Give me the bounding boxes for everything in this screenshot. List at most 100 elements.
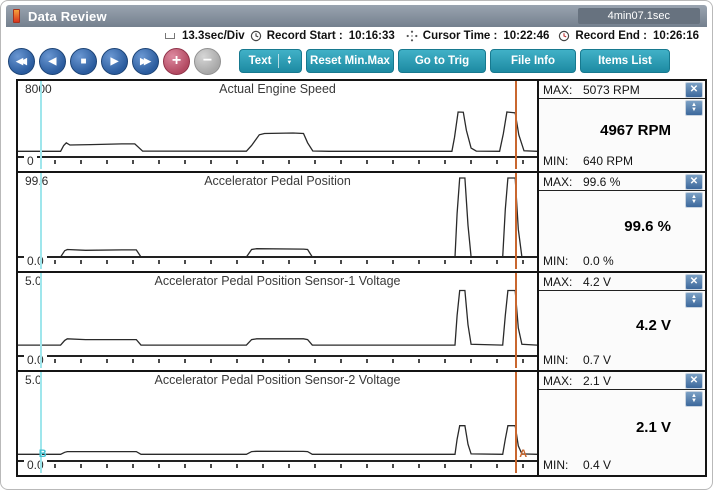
scale-max-label: 5.0	[25, 274, 42, 288]
scroll-up-icon: ▲	[691, 393, 697, 399]
record-end-label: Record End :	[575, 30, 647, 42]
record-start-value: 10:16:33	[348, 30, 395, 42]
min-label: MIN:	[543, 458, 569, 472]
sensor2-voltage-waveform	[18, 425, 537, 455]
info-bar: 13.3sec/Div Record Start : 10:16:33 Curs…	[6, 27, 707, 45]
max-value: 4.2 V	[583, 275, 612, 289]
rewind-button[interactable]: ◀◀	[8, 47, 35, 75]
axis-ticks	[28, 359, 535, 363]
cursor-a-line[interactable]	[515, 372, 518, 473]
scale-max-label: 5.0	[25, 373, 42, 387]
scale-min-label: 0.0	[24, 353, 47, 367]
scroll-up-icon: ▲	[691, 194, 697, 200]
max-value: 5073 RPM	[583, 83, 640, 97]
display-mode-label: Text	[248, 55, 272, 67]
display-mode-dropdown[interactable]: Text ▲ ▼	[239, 49, 302, 73]
play-icon: ▶	[110, 55, 119, 67]
min-label: MIN:	[543, 154, 569, 168]
zoom-in-button[interactable]: +	[163, 47, 190, 75]
zoom-out-button[interactable]: −	[194, 47, 221, 75]
time-per-div: 13.3sec/Div	[182, 30, 245, 42]
cursor-b-line[interactable]	[39, 273, 42, 368]
max-label: MAX:	[543, 374, 573, 388]
x-axis	[18, 355, 537, 357]
cursor-time-label: Cursor Time :	[422, 30, 498, 42]
reset-minmax-button[interactable]: Reset Min.Max	[306, 49, 394, 73]
waveform-plot-engine-speed[interactable]: 8000 Actual Engine Speed 0	[18, 81, 537, 173]
record-start-label: Record Start :	[266, 30, 343, 42]
scale-scroll-button[interactable]: ▲ ▼	[685, 192, 703, 208]
plots-column: 8000 Actual Engine Speed 0 99.6 Accelera…	[18, 81, 537, 475]
stop-button[interactable]: ■	[70, 47, 97, 75]
cursor-a-label: A	[519, 448, 528, 460]
clock-icon	[559, 30, 570, 42]
channel-title: Actual Engine Speed	[219, 82, 336, 96]
cursor-b-line[interactable]	[39, 372, 42, 473]
stop-icon: ■	[80, 55, 87, 67]
record-end-value: 10:26:16	[652, 30, 699, 42]
spinner-icon: ▲ ▼	[286, 55, 293, 66]
play-button[interactable]: ▶	[101, 47, 128, 75]
sensor1-voltage-waveform	[18, 289, 537, 346]
waveform-plot-sensor1-voltage[interactable]: 5.0 Accelerator Pedal Position Sensor-1 …	[18, 273, 537, 372]
value-panel-pedal-position: MAX: 99.6 % ✕ ▲ ▼ 99.6 % MIN: 0.0 %	[539, 173, 705, 273]
toolbar: ◀◀ ◀ ■ ▶ ▶▶ + − Text ▲ ▼ Reset Min.Max Go…	[6, 45, 707, 77]
scale-scroll-button[interactable]: ▲ ▼	[685, 100, 703, 116]
plus-icon: +	[171, 52, 182, 69]
axis-ticks	[28, 260, 535, 264]
channel-title: Accelerator Pedal Position Sensor-1 Volt…	[154, 274, 401, 288]
cursor-value: 2.1 V	[635, 419, 671, 436]
clock-icon	[250, 30, 261, 42]
engine-speed-waveform	[18, 111, 537, 152]
max-value: 99.6 %	[583, 175, 621, 189]
close-channel-button[interactable]: ✕	[685, 373, 703, 389]
close-icon: ✕	[689, 276, 699, 287]
cursor-a-line[interactable]	[515, 81, 518, 169]
cursor-crosshair-icon	[406, 30, 418, 42]
x-axis	[18, 460, 537, 462]
go-to-trig-button[interactable]: Go to Trig	[398, 49, 486, 73]
chart-area: 8000 Actual Engine Speed 0 99.6 Accelera…	[16, 79, 707, 477]
scroll-down-icon: ▼	[691, 398, 697, 404]
scale-min-label: 0.0	[24, 254, 47, 268]
scale-min-label: 0.0	[24, 458, 47, 472]
values-column: MAX: 5073 RPM ✕ ▲ ▼ 4967 RPM MIN: 640 RPM M…	[537, 81, 705, 475]
scroll-down-icon: ▼	[691, 199, 697, 205]
cursor-a-line[interactable]	[515, 273, 518, 368]
close-icon: ✕	[689, 375, 699, 386]
waveform-plot-pedal-position[interactable]: 99.6 Accelerator Pedal Position 0.0	[18, 173, 537, 273]
close-icon: ✕	[689, 176, 699, 187]
items-list-button[interactable]: Items List	[580, 49, 670, 73]
min-value: 0.4 V	[583, 458, 612, 472]
fast-forward-button[interactable]: ▶▶	[132, 47, 159, 75]
title-bar: Data Review 4min07.1sec	[6, 5, 707, 27]
cursor-b-label: B	[38, 448, 47, 460]
waveform-plot-sensor2-voltage[interactable]: 5.0 Accelerator Pedal Position Sensor-2 …	[18, 372, 537, 475]
min-value: 0.0 %	[583, 254, 614, 268]
scroll-up-icon: ▲	[691, 294, 697, 300]
axis-ticks	[28, 160, 535, 164]
channel-title: Accelerator Pedal Position Sensor-2 Volt…	[154, 373, 401, 387]
divider	[278, 54, 280, 68]
scroll-down-icon: ▼	[691, 107, 697, 113]
min-value: 640 RPM	[583, 154, 634, 168]
close-channel-button[interactable]: ✕	[685, 274, 703, 290]
scale-scroll-button[interactable]: ▲ ▼	[685, 292, 703, 308]
scale-scroll-button[interactable]: ▲ ▼	[685, 391, 703, 407]
value-panel-sensor1-voltage: MAX: 4.2 V ✕ ▲ ▼ 4.2 V MIN: 0.7 V	[539, 273, 705, 372]
x-axis	[18, 156, 537, 158]
cursor-value: 99.6 %	[624, 217, 671, 235]
step-back-button[interactable]: ◀	[39, 47, 66, 75]
cursor-b-line[interactable]	[39, 81, 42, 169]
cursor-a-line[interactable]	[515, 173, 518, 269]
scale-max-label: 99.6	[25, 174, 49, 188]
close-channel-button[interactable]: ✕	[685, 82, 703, 98]
page-title: Data Review	[28, 8, 107, 24]
close-channel-button[interactable]: ✕	[685, 174, 703, 190]
cursor-b-line[interactable]	[39, 173, 42, 269]
x-axis	[18, 256, 537, 258]
max-label: MAX:	[543, 275, 573, 289]
scale-max-label: 8000	[25, 82, 52, 96]
file-info-button[interactable]: File Info	[490, 49, 576, 73]
